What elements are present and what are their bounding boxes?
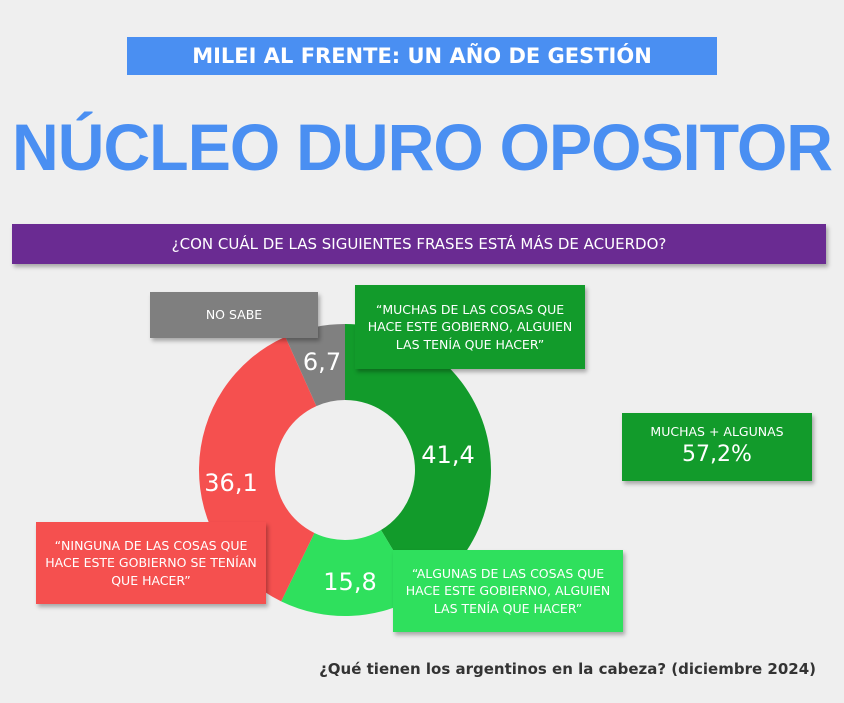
summary-value: 57,2%	[682, 442, 752, 468]
summary-label: MUCHAS + ALGUNAS	[650, 423, 784, 439]
value-label-algunas: 15,8	[323, 568, 377, 596]
label-muchas: “MUCHAS DE LAS COSAS QUE HACE ESTE GOBIE…	[355, 285, 585, 369]
supertitle: MILEI AL FRENTE: UN AÑO DE GESTIÓN	[127, 37, 717, 75]
source-note: ¿Qué tienen los argentinos en la cabeza?…	[319, 660, 816, 678]
page-title: NÚCLEO DURO OPOSITOR	[12, 110, 833, 184]
donut-segment-no-sabe	[285, 324, 345, 407]
value-label-no-sabe: 6,7	[302, 348, 342, 376]
summary-box: MUCHAS + ALGUNAS 57,2%	[622, 413, 812, 481]
label-no-sabe: NO SABE	[150, 292, 318, 338]
donut-segment-algunas	[281, 530, 421, 616]
label-algunas: “ALGUNAS DE LAS COSAS QUE HACE ESTE GOBI…	[393, 550, 623, 632]
question-banner: ¿CON CUÁL DE LAS SIGUIENTES FRASES ESTÁ …	[12, 224, 826, 264]
value-label-ninguna: 36,1	[204, 469, 258, 497]
label-ninguna: “NINGUNA DE LAS COSAS QUE HACE ESTE GOBI…	[36, 522, 266, 604]
donut-segment-muchas	[345, 324, 492, 596]
value-label-muchas: 41,4	[421, 441, 475, 469]
